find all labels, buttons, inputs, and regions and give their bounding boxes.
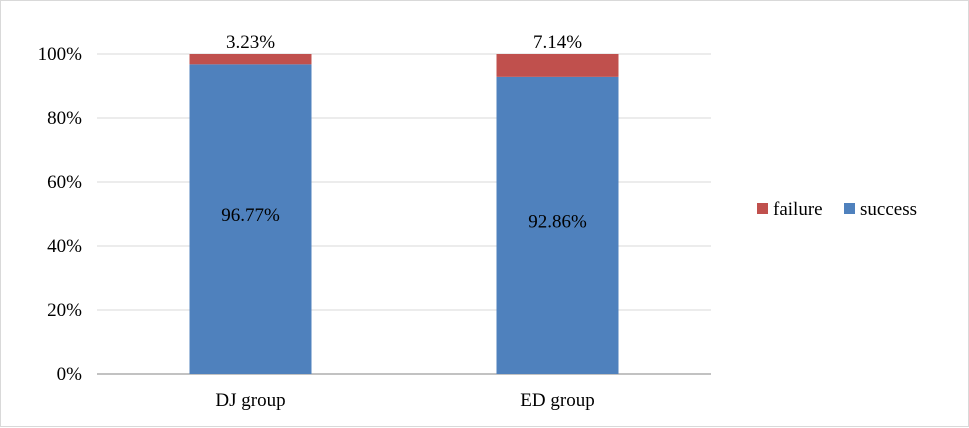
data-label-failure: 3.23% [226,32,275,53]
bar-failure [496,54,619,77]
legend-label-success: success [860,199,917,220]
x-category-label: ED group [520,390,594,411]
legend-label-failure: failure [773,199,823,220]
y-tick-label: 0% [57,364,83,385]
bar-success [189,64,312,374]
bar-failure [189,54,312,65]
bar-success [496,76,619,375]
data-label-success: 96.77% [221,205,280,226]
y-tick-label: 40% [47,236,82,257]
data-label-success: 92.86% [528,211,587,232]
y-tick-label: 20% [47,300,82,321]
legend-swatch-failure [757,203,768,214]
y-tick-label: 60% [47,172,82,193]
x-category-label: DJ group [215,390,285,411]
data-label-failure: 7.14% [533,32,582,53]
y-tick-label: 100% [38,44,83,65]
y-tick-label: 80% [47,108,82,129]
legend-swatch-success [844,203,855,214]
